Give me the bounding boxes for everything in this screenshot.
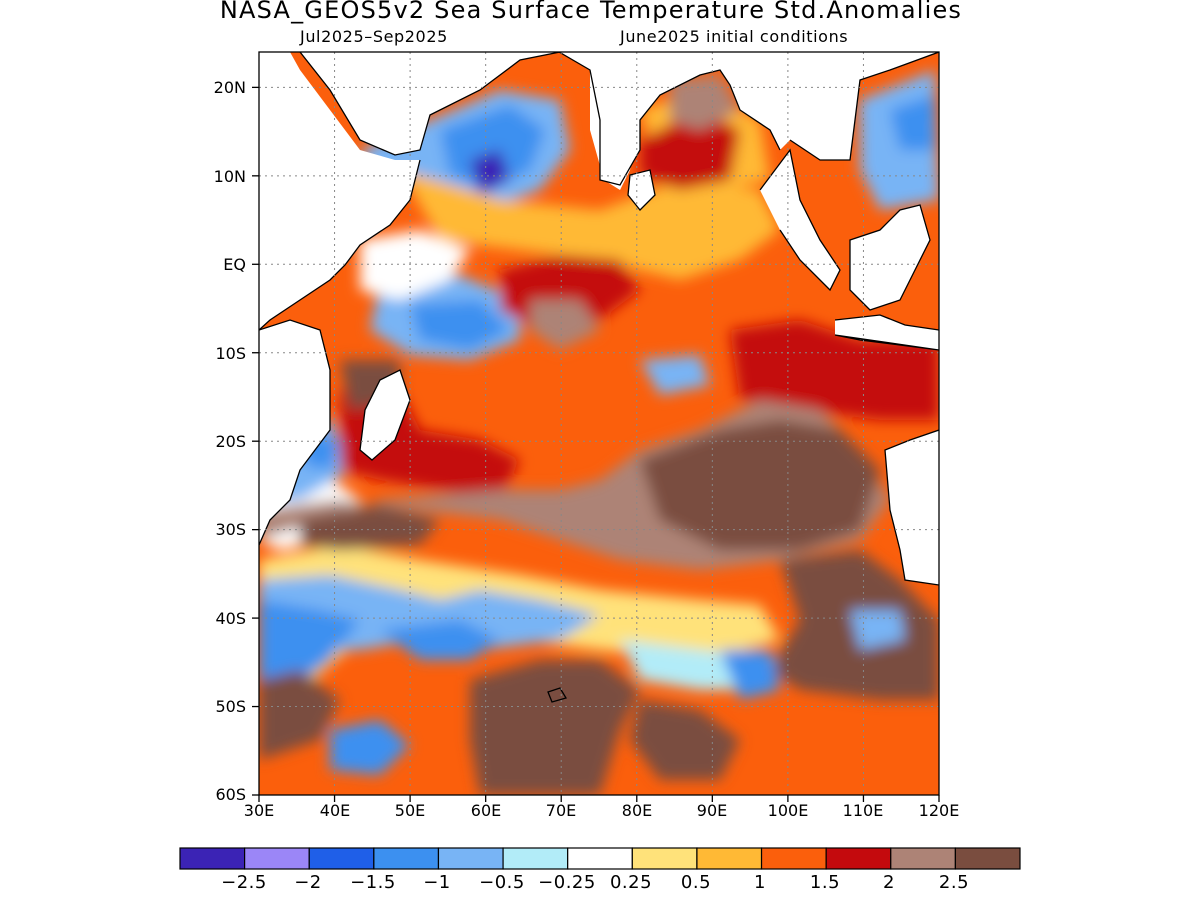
lat-tick-label: EQ (223, 255, 246, 274)
lat-tick-label: 10S (215, 344, 246, 363)
lon-tick-label: 110E (842, 801, 884, 820)
anomaly-field (259, 52, 939, 795)
colorbar (179, 847, 1021, 870)
lon-tick-label: 30E (243, 801, 275, 820)
colorbar-swatch (954, 847, 1021, 870)
colorbar-swatch (760, 847, 827, 870)
colorbar-label: 1 (754, 872, 766, 893)
colorbar-swatch (567, 847, 633, 870)
grid-lines (259, 52, 939, 795)
colorbar-label: −2 (294, 872, 322, 893)
colorbar-swatch (631, 847, 698, 870)
lon-tick-label: 100E (767, 801, 809, 820)
lon-tick-label: 90E (696, 801, 728, 820)
colorbar-swatch (825, 847, 892, 870)
colorbar-label: −1 (423, 872, 451, 893)
lon-tick-label: 60E (470, 801, 502, 820)
colorbar-label: 2.5 (938, 872, 970, 893)
lat-tick-label: 20S (215, 432, 246, 451)
colorbar-label: 2 (883, 872, 895, 893)
colorbar-label: −1.5 (350, 872, 396, 893)
colorbar-swatch (308, 847, 375, 870)
colorbar-label: 0.5 (680, 872, 712, 893)
colorbar-swatch (696, 847, 763, 870)
lon-tick-label: 120E (918, 801, 960, 820)
lat-tick-label: 30S (215, 520, 246, 539)
colorbar-label: −0.25 (538, 872, 596, 893)
colorbar-swatch (502, 847, 569, 870)
lat-tick-label: 60S (215, 785, 246, 804)
forecast-period: Jul2025–Sep2025 (300, 27, 448, 46)
lon-tick-label: 40E (319, 801, 351, 820)
lat-tick-label: 20N (213, 78, 246, 97)
lon-tick-label: 80E (621, 801, 653, 820)
colorbar-swatch (179, 847, 246, 870)
colorbar-label: 1.5 (809, 872, 841, 893)
chart-title: NASA_GEOS5v2 Sea Surface Temperature Std… (219, 0, 963, 24)
lat-tick-label: 50S (215, 697, 246, 716)
colorbar-label: −0.5 (479, 872, 525, 893)
lon-tick-label: 50E (394, 801, 426, 820)
colorbar-label: 0.25 (609, 872, 653, 893)
lon-tick-label: 70E (545, 801, 577, 820)
colorbar-swatch (244, 847, 310, 870)
colorbar-swatch (890, 847, 956, 870)
map-frame (258, 51, 940, 796)
axis-ticks (252, 86, 940, 802)
lat-tick-label: 40S (215, 609, 246, 628)
lat-tick-label: 10N (213, 167, 246, 186)
colorbar-label: −2.5 (221, 872, 267, 893)
colorbar-swatch (373, 847, 440, 870)
initial-conditions: June2025 initial conditions (620, 27, 849, 46)
colorbar-swatch (437, 847, 504, 870)
